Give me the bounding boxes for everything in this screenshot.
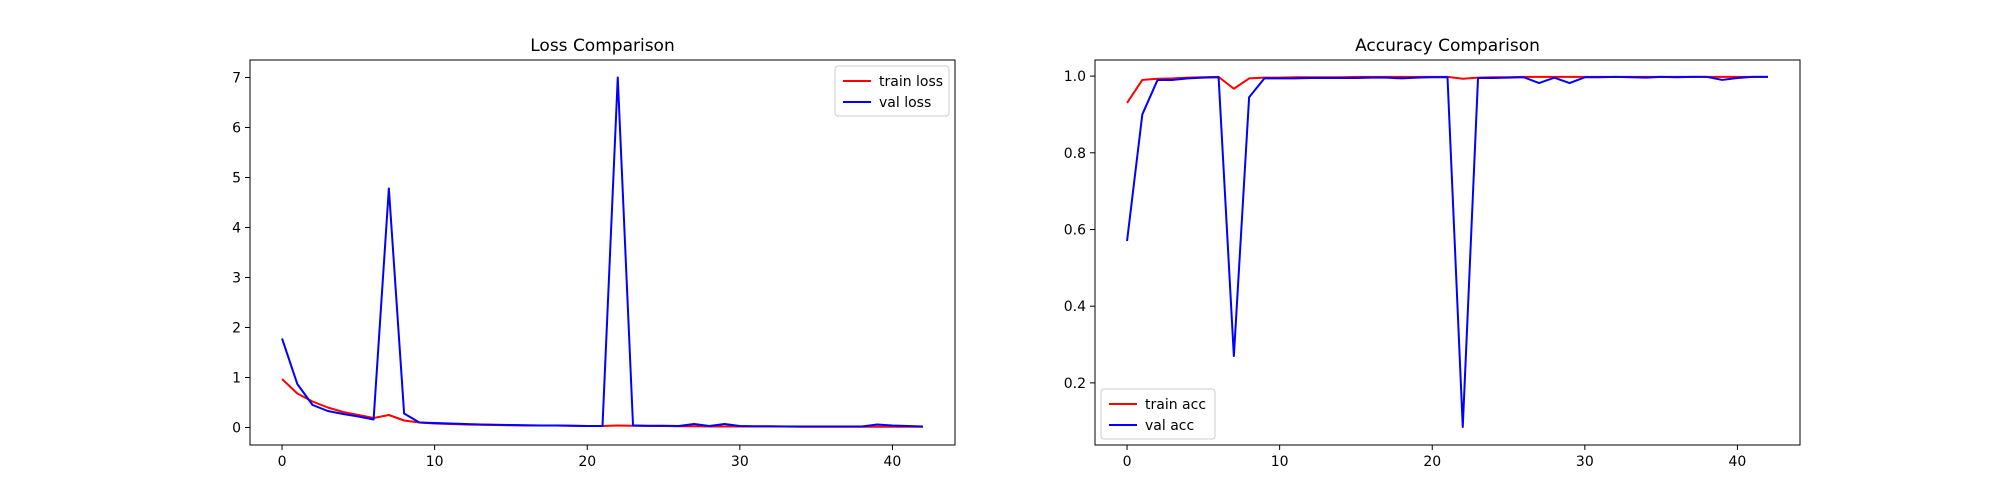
loss-chart-series-val-loss bbox=[281, 76, 923, 428]
loss-chart-series-layer bbox=[281, 76, 923, 428]
accuracy-chart-axes-frame bbox=[1094, 59, 1801, 446]
accuracy-chart-legend: train acc val acc bbox=[1100, 388, 1216, 440]
accuracy-chart-legend-box bbox=[1100, 388, 1216, 440]
accuracy-chart-x-ticks: 0 10 20 30 40 bbox=[1123, 445, 1747, 470]
loss-chart-x-tick-label: 30 bbox=[731, 454, 749, 470]
loss-chart-x-tick-label: 10 bbox=[426, 454, 444, 470]
loss-chart-x-tick-label: 20 bbox=[578, 454, 596, 470]
loss-chart-x-tick-label: 0 bbox=[278, 454, 287, 470]
loss-chart-y-tick-label: 3 bbox=[232, 271, 241, 287]
loss-chart-y-tick-label: 0 bbox=[232, 421, 241, 437]
loss-chart-x-tick-label: 40 bbox=[884, 454, 902, 470]
accuracy-chart-y-tick-label: 0.4 bbox=[1064, 299, 1086, 315]
accuracy-chart: Accuracy Comparison 0 10 20 30 40 0.20.40.60… bbox=[1064, 36, 1801, 470]
accuracy-chart-x-tick-label: 20 bbox=[1423, 454, 1441, 470]
accuracy-chart-y-tick-label: 0.6 bbox=[1064, 222, 1086, 238]
accuracy-chart-y-tick-label: 0.8 bbox=[1064, 146, 1086, 162]
accuracy-chart-y-tick-label: 1.0 bbox=[1064, 69, 1086, 85]
loss-chart-legend: train loss val loss bbox=[834, 65, 950, 117]
accuracy-chart-y-ticks: 0.2 0.4 0.6 0.8 1.0 bbox=[1064, 69, 1095, 392]
loss-chart-y-tick-label: 7 bbox=[232, 71, 241, 87]
legend-label-train-acc: train acc bbox=[1145, 397, 1206, 413]
loss-chart-title: Loss Comparison bbox=[530, 36, 674, 56]
accuracy-chart-y-tick-label: 0.2 bbox=[1064, 376, 1086, 392]
loss-chart-y-tick-label: 4 bbox=[232, 221, 241, 237]
accuracy-chart-series-val-acc bbox=[1126, 75, 1768, 428]
loss-chart-y-tick-label: 5 bbox=[232, 171, 241, 187]
accuracy-chart-x-tick-label: 0 bbox=[1123, 454, 1132, 470]
loss-chart-x-ticks: 0 10 20 30 40 bbox=[278, 445, 902, 470]
accuracy-chart-x-tick-label: 10 bbox=[1271, 454, 1289, 470]
loss-chart-axes-frame bbox=[249, 59, 956, 446]
legend-label-val-loss: val loss bbox=[879, 95, 931, 111]
accuracy-chart-title: Accuracy Comparison bbox=[1355, 36, 1540, 56]
loss-chart-y-tick-label: 1 bbox=[232, 371, 241, 387]
accuracy-chart-x-tick-label: 40 bbox=[1729, 454, 1747, 470]
loss-chart-y-ticks: 0 1 2 3 4 5 6 7 bbox=[232, 71, 250, 437]
legend-label-val-acc: val acc bbox=[1145, 418, 1194, 434]
accuracy-chart-x-tick-label: 30 bbox=[1576, 454, 1594, 470]
loss-chart-legend-box bbox=[834, 65, 950, 117]
loss-chart: Loss Comparison 0 10 20 30 40 0 1 2 3 4 5 6 7 train… bbox=[232, 36, 956, 470]
accuracy-chart-series-layer bbox=[1126, 75, 1768, 428]
legend-label-train-loss: train loss bbox=[879, 74, 943, 90]
loss-chart-y-tick-label: 6 bbox=[232, 121, 241, 137]
loss-chart-y-tick-label: 2 bbox=[232, 321, 241, 337]
